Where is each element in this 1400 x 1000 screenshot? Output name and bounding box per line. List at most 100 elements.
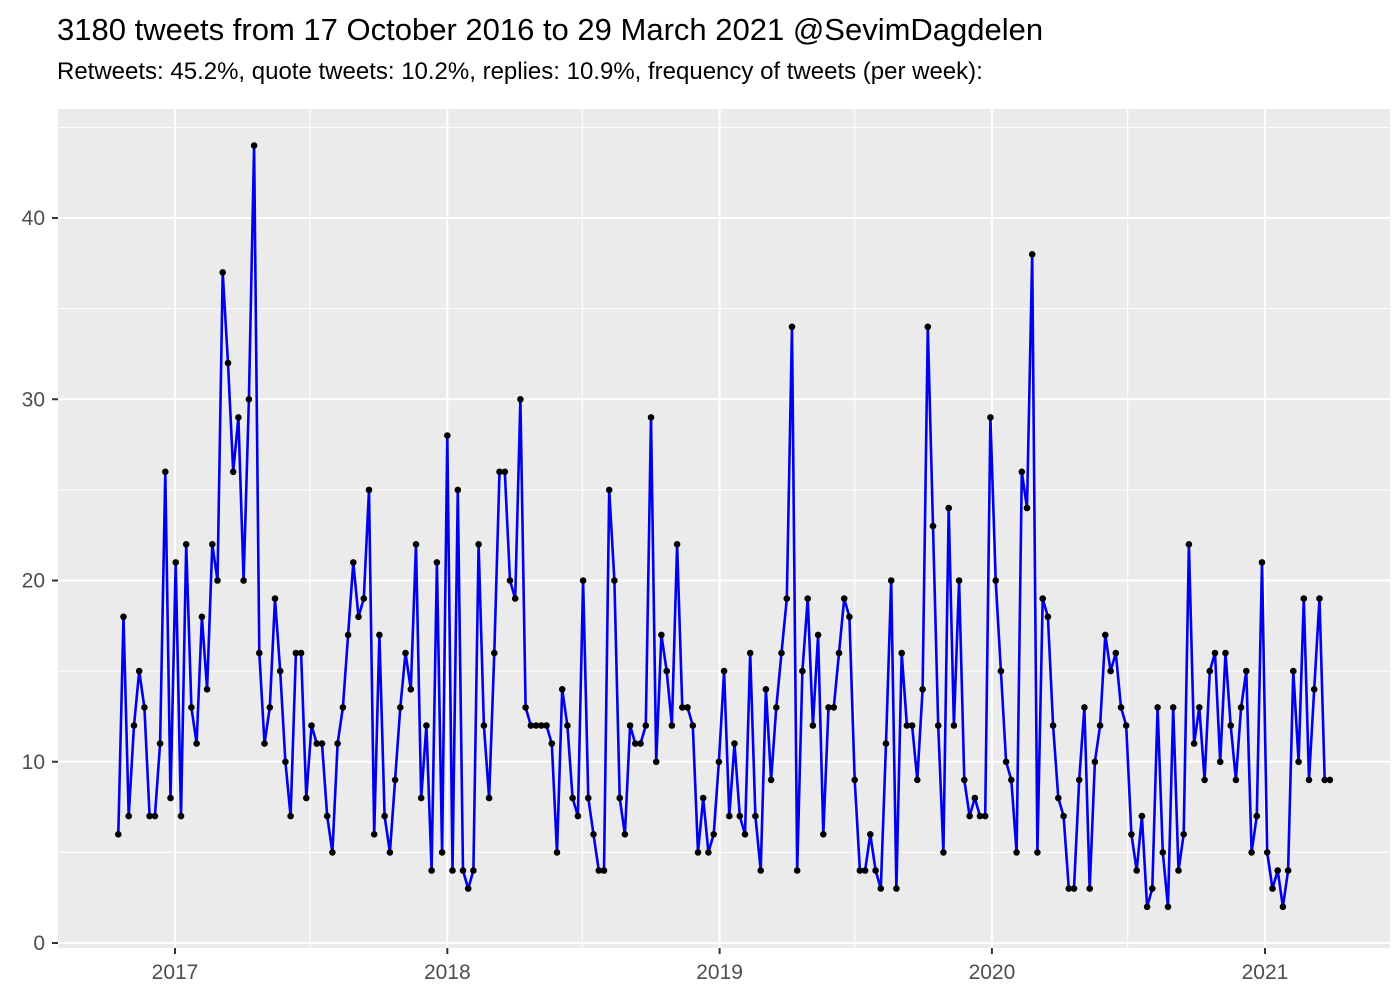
data-point <box>919 686 926 693</box>
data-point <box>334 740 341 747</box>
data-point <box>720 667 728 675</box>
data-point <box>271 595 279 602</box>
data-point <box>642 722 650 729</box>
data-point <box>417 794 425 802</box>
data-point <box>397 704 404 711</box>
data-point <box>1175 867 1182 874</box>
data-point <box>616 794 623 802</box>
data-point <box>1263 849 1271 856</box>
data-point <box>287 812 294 820</box>
data-point <box>470 867 477 874</box>
data-point <box>856 867 864 874</box>
data-point <box>799 667 806 675</box>
data-point <box>553 849 561 856</box>
data-point <box>835 649 843 657</box>
data-point <box>851 776 858 784</box>
data-point <box>444 432 451 439</box>
data-point <box>381 812 388 820</box>
data-point <box>1055 794 1062 802</box>
data-point <box>323 812 331 820</box>
data-point <box>517 396 524 403</box>
data-point <box>1070 885 1078 892</box>
data-point <box>1169 704 1177 711</box>
data-point <box>459 867 467 874</box>
data-point <box>292 649 300 657</box>
data-point <box>652 758 660 766</box>
data-point <box>1279 903 1287 911</box>
data-point <box>783 595 791 602</box>
data-point <box>1023 504 1031 512</box>
data-point <box>1190 740 1198 747</box>
data-point <box>1216 758 1224 766</box>
data-point <box>1164 903 1172 911</box>
data-point <box>135 667 143 675</box>
data-point <box>981 812 989 820</box>
data-point <box>214 577 221 584</box>
data-point <box>1227 722 1234 729</box>
page-subtitle: Retweets: 45.2%, quote tweets: 10.2%, re… <box>57 58 983 85</box>
data-point <box>726 812 733 820</box>
chart-panel <box>58 109 1390 948</box>
data-point <box>934 722 942 729</box>
data-point <box>830 704 838 711</box>
data-point <box>162 468 169 476</box>
data-point <box>814 631 822 639</box>
data-point <box>318 740 326 747</box>
data-point <box>276 667 284 675</box>
data-point <box>245 396 253 403</box>
data-point <box>1002 758 1010 766</box>
data-point <box>715 758 723 766</box>
data-point <box>621 831 629 838</box>
data-point <box>689 722 697 729</box>
data-point <box>658 631 665 639</box>
data-point <box>1060 812 1067 820</box>
data-point <box>1149 885 1156 892</box>
data-point <box>684 704 691 711</box>
data-point <box>788 323 796 331</box>
data-point <box>1295 758 1302 766</box>
data-point <box>569 794 576 802</box>
data-point <box>350 559 357 566</box>
data-point <box>203 686 211 693</box>
data-point <box>282 758 289 766</box>
data-point <box>893 885 900 892</box>
data-point <box>156 740 164 747</box>
data-point <box>877 885 885 892</box>
data-point <box>1112 649 1120 657</box>
data-point <box>1133 867 1140 874</box>
data-point <box>746 649 754 657</box>
data-point <box>386 849 394 856</box>
data-point <box>1316 595 1323 602</box>
data-point <box>804 595 811 602</box>
data-point <box>1044 613 1052 621</box>
data-point <box>376 631 383 639</box>
data-point <box>1091 758 1099 766</box>
data-point <box>605 486 613 494</box>
data-point <box>209 541 216 548</box>
data-point <box>1028 251 1036 258</box>
data-point <box>255 649 263 657</box>
data-point <box>1300 595 1308 602</box>
data-point <box>308 722 315 729</box>
data-point <box>882 740 890 747</box>
data-point <box>663 667 670 675</box>
data-point <box>757 867 764 874</box>
data-point <box>626 722 634 729</box>
data-point <box>454 486 462 494</box>
data-point <box>1284 867 1292 874</box>
data-point <box>1128 831 1135 838</box>
data-point <box>1211 649 1219 657</box>
data-point <box>872 867 879 874</box>
data-point <box>793 867 801 874</box>
data-point <box>193 740 200 747</box>
data-point <box>339 704 347 711</box>
data-point <box>861 867 869 874</box>
data-point <box>261 740 268 747</box>
data-point <box>710 831 717 838</box>
data-point <box>423 722 430 729</box>
data-point <box>182 541 190 548</box>
data-point <box>391 776 399 784</box>
data-point <box>360 595 368 602</box>
data-point <box>595 867 603 874</box>
